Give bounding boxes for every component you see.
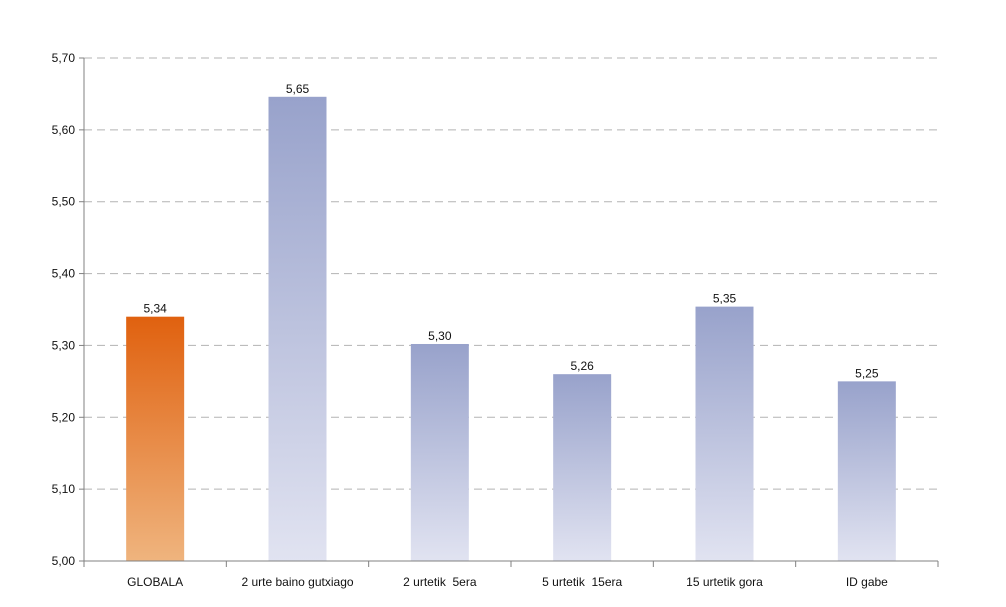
axes <box>79 57 939 567</box>
bar <box>126 316 185 561</box>
y-tick-label: 5,10 <box>52 482 76 496</box>
bar <box>553 374 612 561</box>
bars <box>126 96 896 561</box>
y-tick-label: 5,70 <box>52 51 76 65</box>
bar <box>837 381 896 561</box>
x-category-label: ID gabe <box>846 575 888 589</box>
x-category-label: 2 urtetik 5era <box>403 575 477 589</box>
labels: 5,00 5,10 5,20 5,30 5,40 5,50 5,60 5,70 5,34 GLOB… <box>52 51 889 589</box>
bar-value-label: 5,26 <box>570 359 594 373</box>
x-category-label: 5 urtetik 15era <box>542 575 622 589</box>
x-category-label: 2 urte baino gutxiago <box>241 575 353 589</box>
y-tick-label: 5,20 <box>52 410 76 424</box>
bar-value-label: 5,34 <box>143 302 167 316</box>
bar-value-label: 5,65 <box>286 82 310 96</box>
x-category-label: 15 urtetik gora <box>686 575 763 589</box>
bar <box>695 306 754 561</box>
bar <box>268 96 327 561</box>
y-tick-label: 5,40 <box>52 267 76 281</box>
y-tick-label: 5,00 <box>52 554 76 568</box>
bar-value-label: 5,35 <box>713 292 737 306</box>
y-tick-label: 5,60 <box>52 123 76 137</box>
y-tick-label: 5,30 <box>52 338 76 352</box>
bar-value-label: 5,30 <box>428 329 452 343</box>
gridlines <box>84 57 938 490</box>
y-tick-label: 5,50 <box>52 195 76 209</box>
x-category-label: GLOBALA <box>127 575 183 589</box>
bar-value-label: 5,25 <box>855 366 879 380</box>
bar <box>410 343 469 561</box>
